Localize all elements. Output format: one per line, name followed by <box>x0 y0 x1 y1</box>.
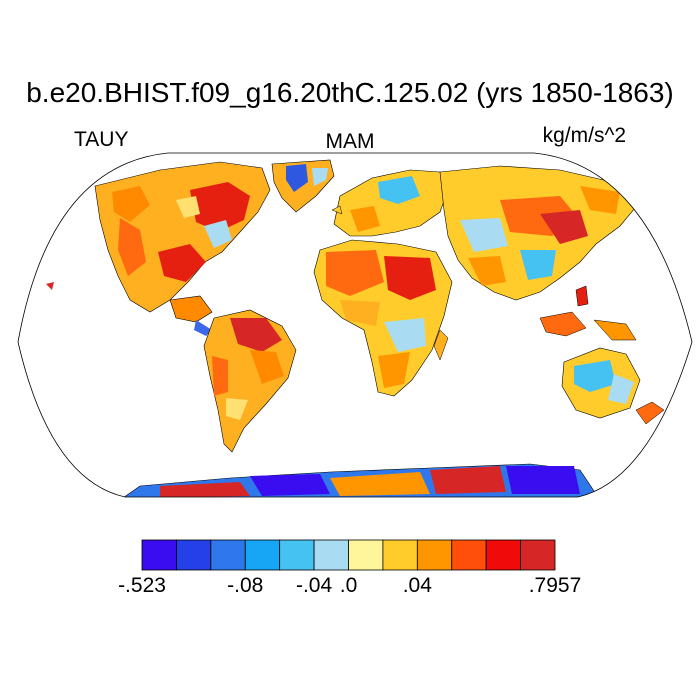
colorbar-swatch <box>485 539 521 571</box>
island <box>331 205 343 215</box>
plot-title: b.e20.BHIST.f09_g16.20thC.125.02 (yrs 18… <box>26 77 674 108</box>
north-america <box>94 161 271 336</box>
season-label: MAM <box>325 130 375 153</box>
colorbar-swatch <box>279 539 315 571</box>
colorbar-tick-label: .7957 <box>528 574 582 597</box>
colorbar-swatch <box>141 539 177 571</box>
colorbar-swatch <box>244 539 281 571</box>
australia <box>561 347 665 425</box>
colorbar-swatch <box>416 539 453 571</box>
colorbar-swatch <box>176 539 212 571</box>
colorbar-tick-label: -.08 <box>227 574 264 597</box>
africa <box>313 239 453 397</box>
colorbar-swatch <box>382 539 418 571</box>
maritime-continent <box>539 285 637 341</box>
colorbar-swatch <box>451 539 487 571</box>
map-frame <box>17 152 693 498</box>
asia <box>439 165 641 301</box>
south-america <box>203 309 297 453</box>
colorbar-swatch <box>520 539 556 571</box>
colorbar-swatch <box>313 539 349 571</box>
units-label: kg/m/s^2 <box>542 124 626 147</box>
colorbar-tick-label: -.523 <box>118 574 166 597</box>
island <box>46 282 54 290</box>
colorbar-swatch <box>210 539 246 571</box>
europe <box>333 169 449 237</box>
colorbar-tick-label: .04 <box>402 574 432 597</box>
greenland <box>271 159 335 213</box>
colorbar-swatch <box>348 539 384 571</box>
antarctica <box>119 463 601 497</box>
variable-label: TAUY <box>74 128 129 151</box>
colorbar-tick-label: -.04 <box>295 574 333 597</box>
colorbar-tick-label: .0 <box>339 574 358 597</box>
